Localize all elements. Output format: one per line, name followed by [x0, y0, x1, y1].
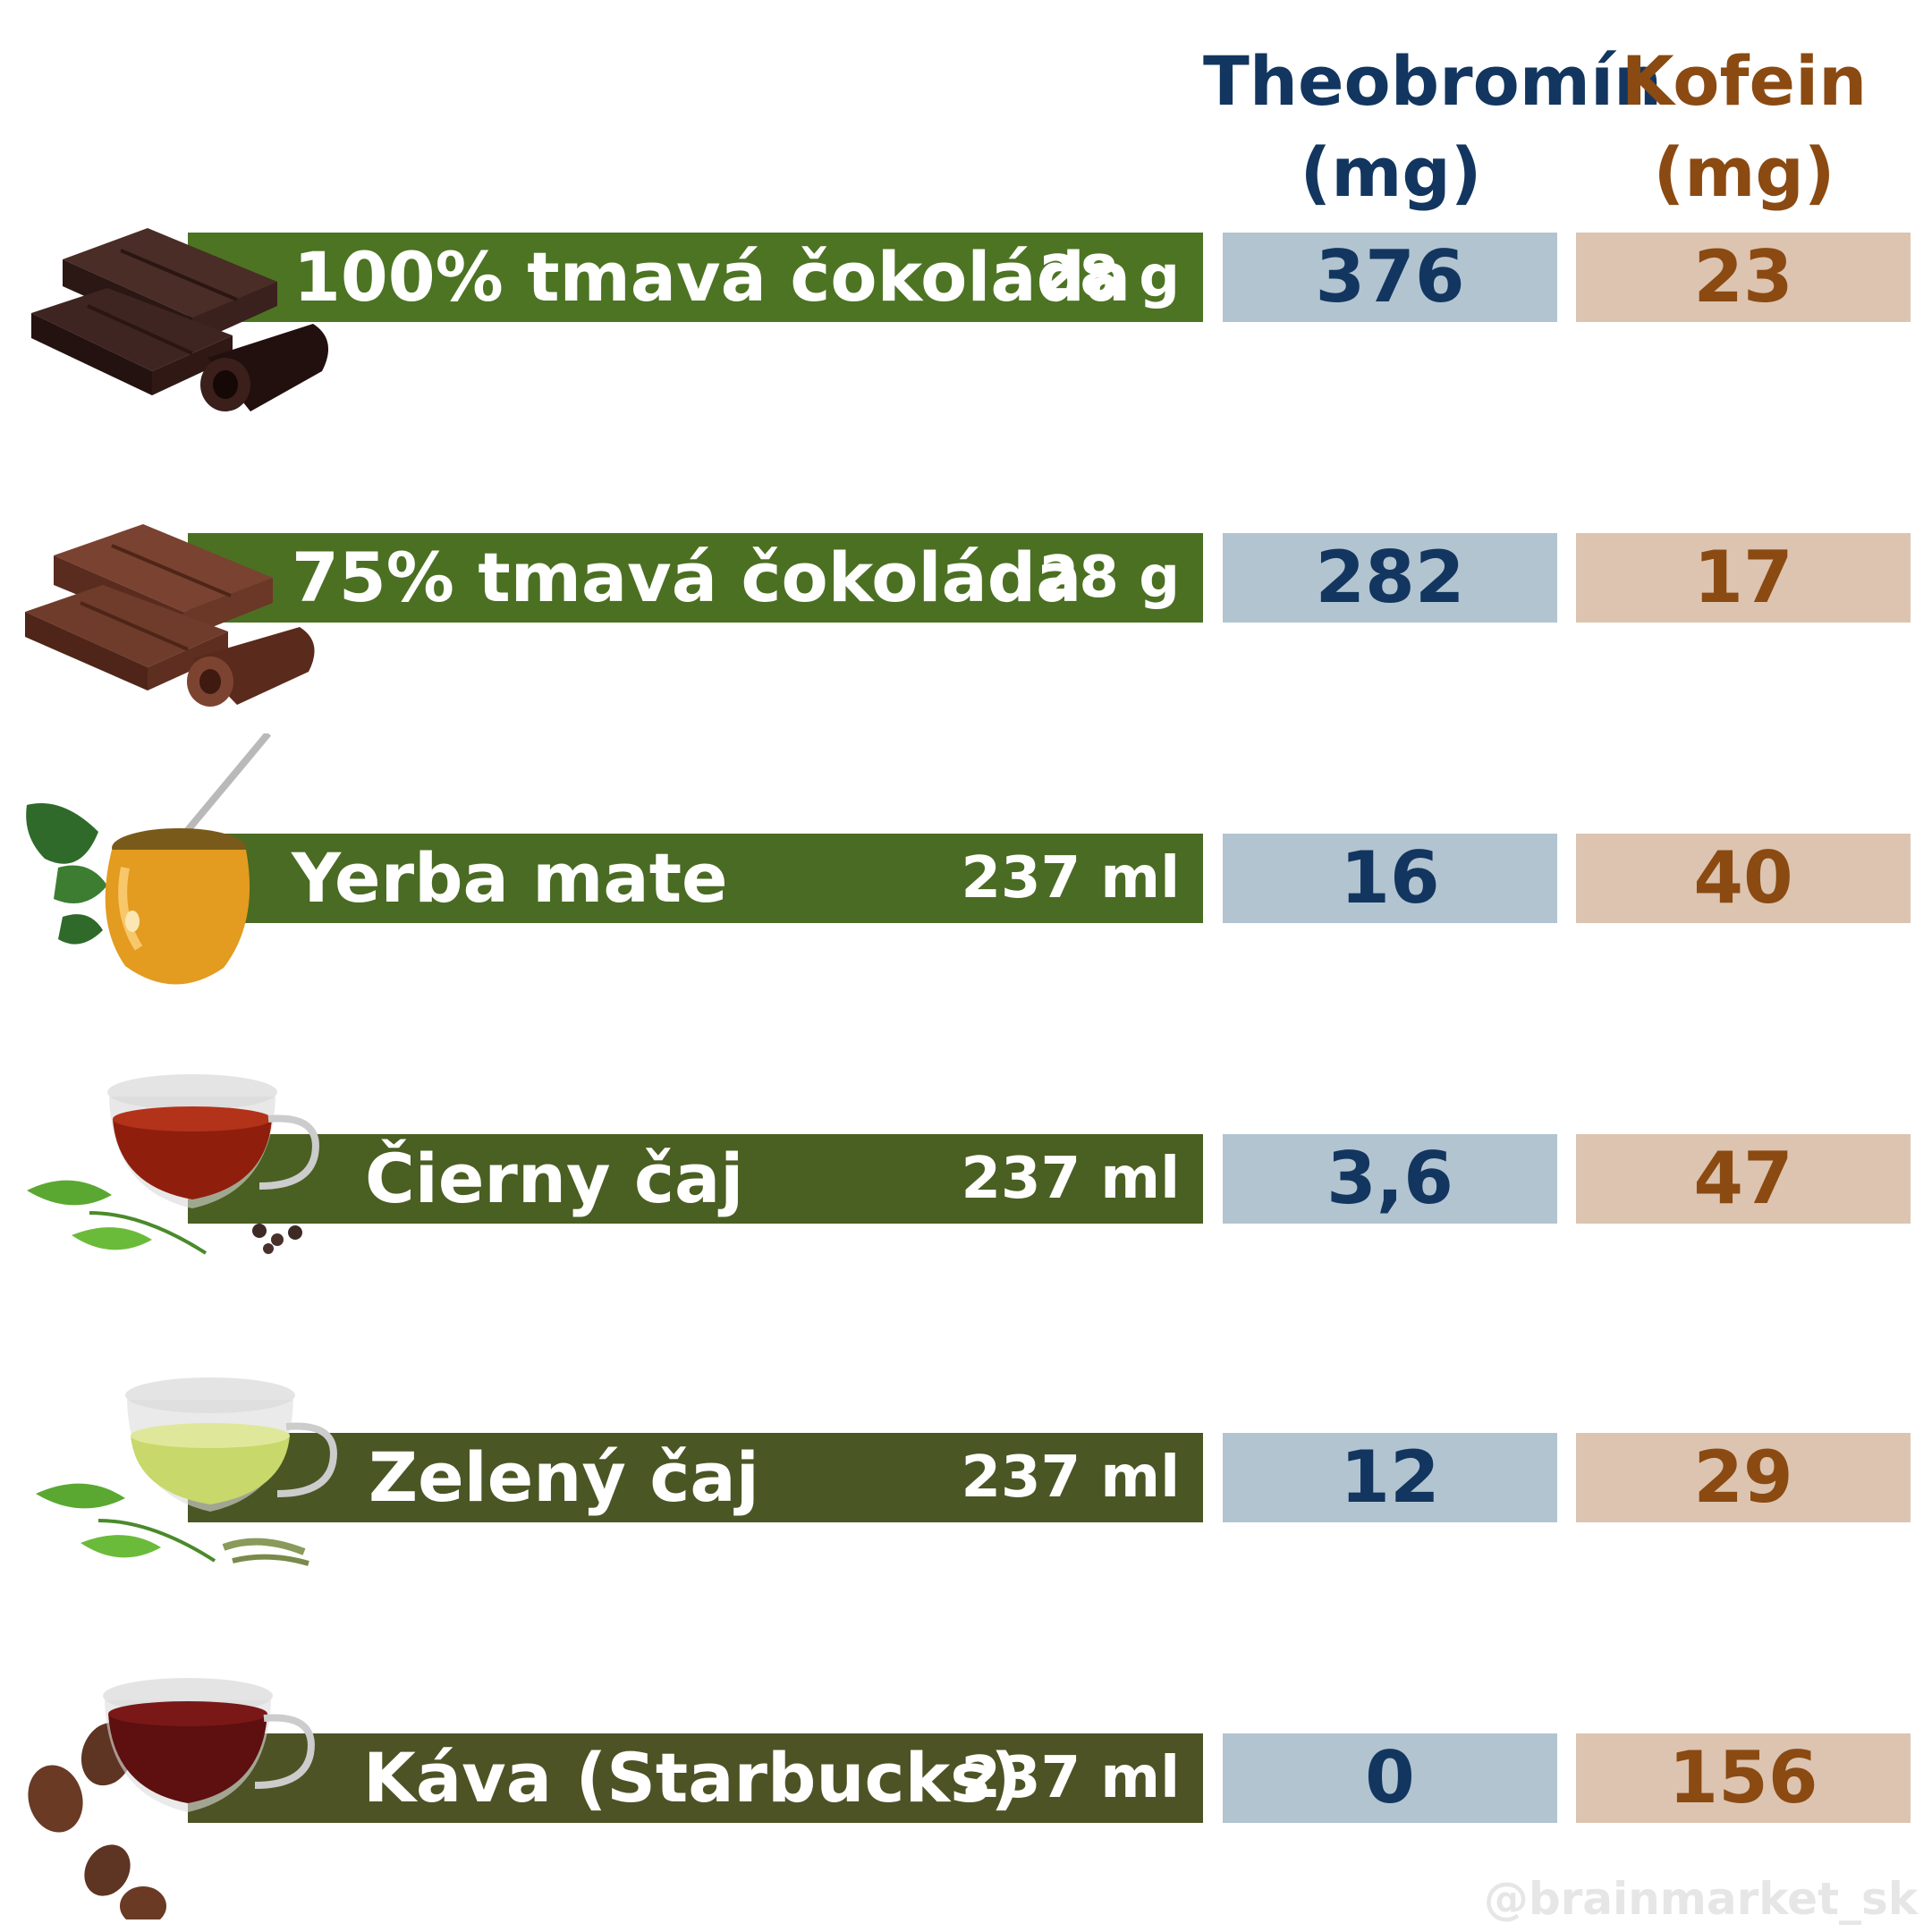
dark-chocolate-icon: [31, 228, 329, 411]
row-name: Čierny čaj: [365, 1139, 744, 1218]
row-portion: 237 ml: [961, 1146, 1181, 1212]
table-row: Čierny čaj 237 ml 3,6 47: [0, 1034, 1932, 1329]
theobromine-value: 12: [1223, 1433, 1557, 1522]
row-name: Yerba mate: [292, 838, 728, 918]
caffeine-value: 17: [1576, 533, 1911, 623]
theobromine-value: 3,6: [1223, 1134, 1557, 1224]
caffeine-value: 29: [1576, 1433, 1911, 1522]
row-label-bar: Káva (Starbucks) 237 ml: [188, 1733, 1203, 1823]
row-label-bar: Zelený čaj 237 ml: [188, 1433, 1203, 1522]
row-label-bar: 100% tmavá čokoláda 28 g: [188, 233, 1203, 322]
row-portion: 237 ml: [961, 1745, 1181, 1811]
theobromine-header-line2: (mg): [1300, 132, 1482, 212]
row-label-bar: Yerba mate 237 ml: [188, 834, 1203, 923]
theobromine-column-header: Theobromín (mg): [1203, 36, 1663, 218]
table-row: Zelený čaj 237 ml 12 29: [0, 1333, 1932, 1628]
theobromine-value: 16: [1223, 834, 1557, 923]
caffeine-value: 23: [1576, 233, 1911, 322]
row-label-bar: Čierny čaj 237 ml: [188, 1134, 1203, 1224]
table-row: Káva (Starbucks) 237 ml 0 156: [0, 1633, 1932, 1928]
caffeine-header-line1: Kofein: [1621, 41, 1868, 121]
table-row: Yerba mate 237 ml 16 40: [0, 733, 1932, 1029]
row-portion: 28 g: [1038, 545, 1180, 611]
caffeine-header-line2: (mg): [1653, 132, 1835, 212]
theobromine-value: 0: [1223, 1733, 1557, 1823]
theobromine-value: 282: [1223, 533, 1557, 623]
row-portion: 28 g: [1038, 244, 1180, 310]
theobromine-header-line1: Theobromín: [1203, 41, 1663, 121]
table-row: 75% tmavá čokoláda 28 g 282 17: [0, 506, 1932, 801]
table-row: 100% tmavá čokoláda 28 g 376 23: [0, 206, 1932, 501]
theobromine-value: 376: [1223, 233, 1557, 322]
row-name: 100% tmavá čokoláda: [293, 237, 1131, 317]
caffeine-column-header: Kofein (mg): [1556, 36, 1932, 218]
row-label-bar: 75% tmavá čokoláda 28 g: [188, 533, 1203, 623]
green-tea-cup-icon: [36, 1377, 337, 1566]
caffeine-value: 40: [1576, 834, 1911, 923]
row-portion: 237 ml: [961, 1445, 1181, 1511]
watermark: @brainmarket_sk: [1483, 1873, 1918, 1925]
row-name: Káva (Starbucks): [363, 1738, 1022, 1818]
row-name: 75% tmavá čokoláda: [292, 538, 1082, 617]
caffeine-value: 47: [1576, 1134, 1911, 1224]
caffeine-value: 156: [1576, 1733, 1911, 1823]
black-tea-cup-icon: [27, 1074, 319, 1255]
coffee-cup-beans-icon: [28, 1678, 315, 1919]
yerba-mate-gourd-icon: [26, 733, 272, 985]
row-portion: 237 ml: [961, 845, 1181, 911]
row-name: Zelený čaj: [369, 1437, 759, 1517]
milk-chocolate-icon: [25, 524, 315, 707]
